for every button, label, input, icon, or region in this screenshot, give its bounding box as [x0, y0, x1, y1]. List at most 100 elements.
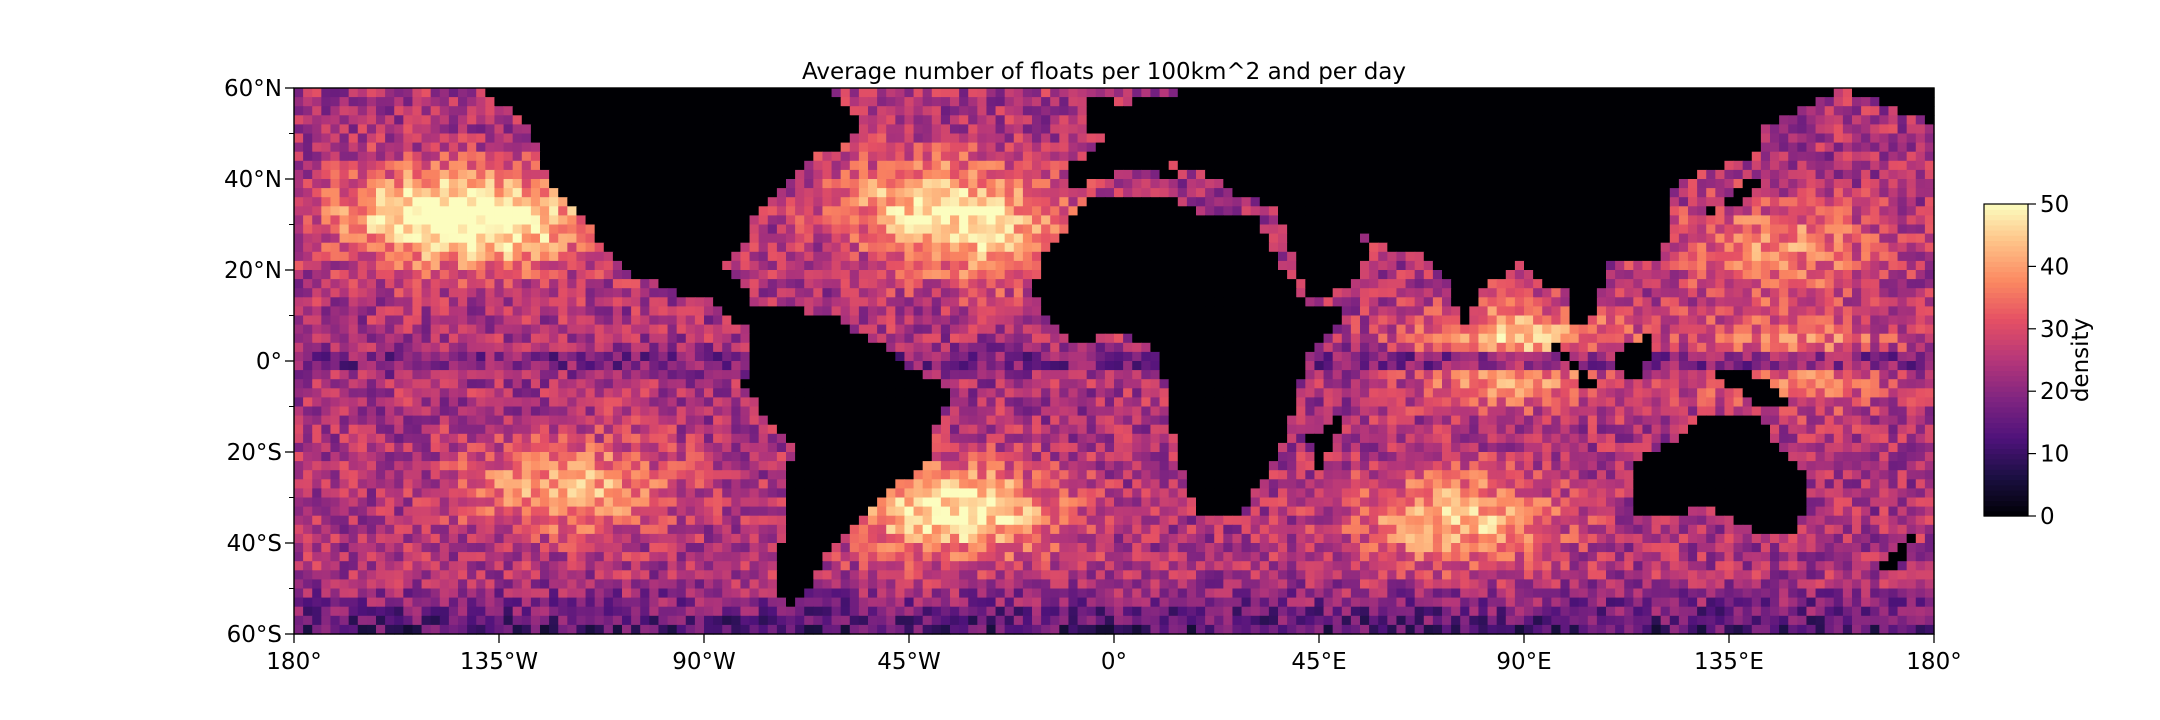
density-cell	[1806, 188, 1817, 198]
density-cell	[1387, 133, 1398, 144]
density-cell	[1050, 197, 1060, 207]
density-cell	[366, 206, 377, 216]
density-cell	[1879, 242, 1890, 253]
density-cell	[1360, 179, 1370, 189]
density-cell	[995, 288, 1006, 298]
density-cell	[1469, 188, 1480, 198]
density-cell	[1414, 179, 1425, 189]
density-cell	[977, 270, 988, 280]
density-cell	[786, 315, 796, 326]
density-cell	[1642, 151, 1653, 162]
density-cell	[312, 260, 322, 271]
density-cell	[1432, 324, 1443, 335]
density-cell	[503, 206, 514, 216]
density-cell	[1423, 133, 1434, 144]
density-cell	[512, 224, 523, 235]
density-cell	[1861, 224, 1871, 235]
density-cell	[685, 251, 696, 262]
density-cell	[585, 288, 596, 298]
density-cell	[1724, 215, 1735, 226]
density-cell	[385, 288, 395, 298]
density-cell	[1423, 151, 1434, 162]
density-cell	[1177, 224, 1188, 235]
density-cell	[940, 324, 951, 335]
density-cell	[567, 115, 578, 125]
density-cell	[1697, 188, 1707, 198]
density-cell	[1879, 324, 1890, 335]
density-cell	[1487, 270, 1498, 280]
density-cell	[877, 133, 887, 144]
density-cell	[412, 324, 423, 335]
density-cell	[339, 133, 350, 144]
density-cell	[1697, 288, 1707, 298]
density-cell	[877, 97, 887, 107]
density-cell	[567, 233, 578, 244]
density-cell	[667, 151, 678, 162]
density-cell	[1606, 288, 1616, 298]
density-cell	[858, 215, 869, 226]
density-cell	[1250, 215, 1261, 226]
density-cell	[995, 142, 1006, 153]
density-cell	[594, 179, 605, 189]
density-cell	[458, 324, 468, 335]
density-cell	[1259, 206, 1270, 216]
density-cell	[1842, 242, 1853, 253]
density-cell	[1824, 124, 1835, 135]
density-cell	[1022, 206, 1033, 216]
density-cell	[1405, 324, 1416, 335]
density-cell	[430, 288, 441, 298]
density-cell	[394, 251, 404, 262]
density-cell	[813, 88, 824, 98]
density-cell	[1268, 133, 1279, 144]
density-cell	[1560, 288, 1571, 298]
density-cell	[1496, 279, 1507, 289]
density-cell	[540, 142, 550, 153]
density-cell	[822, 288, 833, 298]
density-cell	[1806, 151, 1817, 162]
density-cell	[512, 306, 523, 317]
density-cell	[1314, 88, 1325, 98]
density-cell	[1159, 206, 1170, 216]
density-cell	[476, 315, 486, 326]
density-cell	[594, 306, 605, 317]
density-cell	[303, 306, 313, 317]
density-cell	[1013, 270, 1024, 280]
density-cell	[940, 333, 951, 344]
density-cell	[1396, 270, 1407, 280]
density-cell	[476, 115, 486, 125]
density-cell	[1250, 124, 1261, 135]
density-cell	[1432, 297, 1443, 307]
density-cell	[403, 88, 414, 98]
density-cell	[1542, 151, 1552, 162]
density-cell	[1642, 133, 1653, 144]
density-cell	[1177, 242, 1188, 253]
density-cell	[758, 151, 769, 162]
density-cell	[1004, 279, 1015, 289]
density-cell	[1733, 142, 1744, 153]
density-cell	[804, 97, 814, 107]
density-cell	[312, 97, 322, 107]
density-cell	[722, 188, 732, 198]
density-cell	[1870, 233, 1880, 244]
density-cell	[476, 206, 486, 216]
density-cell	[1496, 306, 1507, 317]
density-cell	[1186, 97, 1197, 107]
density-cell	[649, 215, 660, 226]
density-cell	[1059, 124, 1070, 135]
density-cell	[1369, 260, 1379, 271]
density-cell	[294, 288, 304, 298]
density-cell	[467, 88, 477, 98]
density-cell	[1314, 106, 1325, 116]
density-cell	[448, 151, 459, 162]
density-cell	[931, 251, 942, 262]
density-cell	[1196, 270, 1206, 280]
density-cell	[1250, 279, 1261, 289]
density-cell	[868, 142, 878, 153]
density-cell	[1760, 97, 1771, 107]
density-cell	[448, 251, 459, 262]
density-cell	[485, 197, 496, 207]
density-cell	[1724, 224, 1735, 235]
density-cell	[603, 188, 614, 198]
density-cell	[458, 288, 468, 298]
